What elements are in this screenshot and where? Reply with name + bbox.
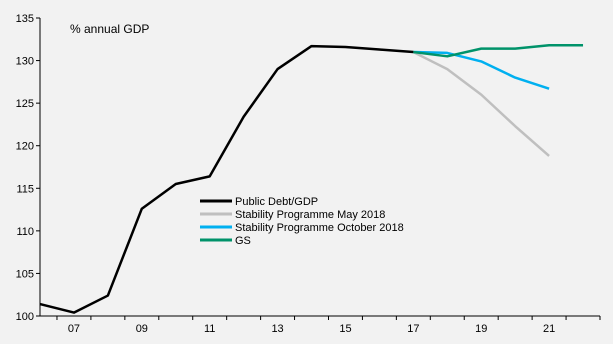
- y-tick-label: 135: [16, 13, 34, 25]
- x-tick-label: 19: [475, 323, 487, 335]
- series-line-3: [413, 50, 550, 90]
- y-tick-label: 115: [16, 183, 34, 195]
- unit-label: % annual GDP: [70, 22, 149, 36]
- series-line-1: [39, 44, 414, 314]
- y-tick-label: 110: [16, 226, 34, 238]
- y-tick-label: 130: [16, 56, 34, 68]
- x-tick-label: 07: [68, 323, 80, 335]
- y-tick-label: 100: [16, 311, 34, 323]
- x-tick-label: 13: [271, 323, 283, 335]
- y-tick-label: 120: [16, 141, 34, 153]
- axes: 100 105 110 115 120 125 130 135 07 09 11 13 15 17 19 21: [16, 13, 601, 335]
- legend-label: Public Debt/GDP: [235, 196, 318, 208]
- series-lines: [39, 43, 584, 314]
- y-tick-label: 105: [16, 268, 34, 280]
- series-line-2: [412, 50, 550, 157]
- series-line-4: [413, 43, 584, 58]
- x-tick-label: 21: [543, 323, 555, 335]
- x-tick-label: 15: [339, 323, 351, 335]
- legend-label: Stability Programme October 2018: [235, 222, 404, 234]
- y-tick-label: 125: [16, 98, 34, 110]
- x-tick-label: 09: [136, 323, 148, 335]
- legend-label: Stability Programme May 2018: [235, 209, 385, 221]
- legend-label: GS: [235, 235, 251, 247]
- x-tick-label: 17: [407, 323, 419, 335]
- x-tick-label: 11: [204, 323, 215, 335]
